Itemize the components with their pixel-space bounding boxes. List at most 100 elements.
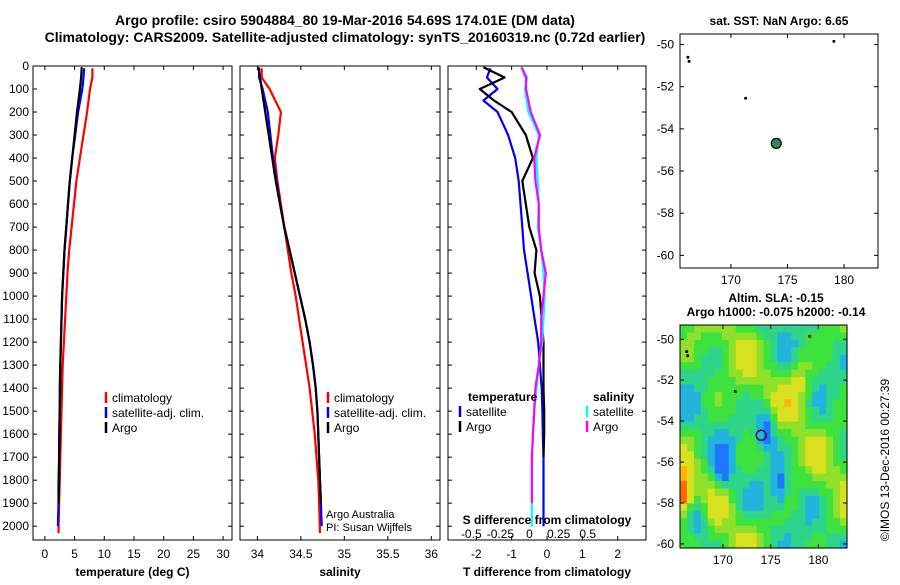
- heatmap-cell: [687, 325, 695, 333]
- legend-title: temperature: [468, 390, 538, 404]
- heatmap-cell: [805, 421, 813, 430]
- heatmap-cell: [812, 473, 820, 482]
- heatmap-cell: [742, 458, 751, 467]
- argo-position-marker: [770, 137, 782, 150]
- heatmap-cell: [728, 399, 737, 408]
- heatmap-cell: [791, 488, 799, 497]
- heatmap-cell: [826, 503, 834, 512]
- heatmap-cell: [742, 451, 751, 460]
- heatmap-cell: [749, 458, 758, 467]
- heatmap-cell: [735, 429, 744, 438]
- heatmap-cell: [749, 406, 758, 415]
- heatmap-cell: [693, 503, 702, 512]
- series-climatology: [57, 68, 94, 534]
- heatmap-cell: [749, 473, 758, 482]
- heatmap-cell: [763, 369, 772, 378]
- heatmap-cell: [777, 362, 785, 371]
- heatmap-cell: [749, 384, 758, 393]
- heatmap-cell: [777, 436, 785, 445]
- heatmap-cell: [756, 377, 765, 385]
- heatmap-cell: [714, 429, 723, 438]
- heatmap-cell: [721, 384, 730, 393]
- heatmap-cell: [840, 436, 848, 445]
- heatmap-cell: [735, 339, 744, 348]
- heatmap-cell: [693, 429, 702, 438]
- heatmap-cell: [826, 369, 834, 378]
- difference-axes-frame: [447, 65, 647, 541]
- y-tick-label: -50: [657, 38, 675, 52]
- heatmap-cell: [784, 377, 792, 385]
- heatmap-cell: [812, 421, 820, 430]
- sst-map-frame: [679, 33, 879, 269]
- heatmap-cell: [728, 458, 737, 467]
- heatmap-cell: [707, 503, 716, 512]
- heatmap-cell: [714, 525, 723, 534]
- annotation-line: PI: Susan Wijffels: [326, 522, 412, 534]
- heatmap-cell: [819, 421, 827, 430]
- heatmap-cell: [700, 384, 709, 393]
- heatmap-cell: [707, 384, 716, 393]
- heatmap-cell: [707, 414, 716, 423]
- heatmap-cell: [840, 421, 848, 430]
- heatmap-cell: [749, 325, 758, 333]
- heatmap-cell: [833, 421, 841, 430]
- heatmap-cell: [826, 332, 834, 341]
- heatmap-cell: [735, 503, 744, 512]
- heatmap-cell: [735, 362, 744, 371]
- heatmap-cell: [693, 369, 702, 378]
- heatmap-cell: [791, 377, 799, 385]
- heatmap-cell: [749, 496, 758, 504]
- heatmap-cell: [693, 421, 702, 430]
- heatmap-cell: [763, 443, 772, 452]
- heatmap-cell: [812, 488, 820, 497]
- heatmap-cell: [687, 510, 695, 519]
- heatmap-cell: [680, 406, 688, 415]
- heatmap-cell: [770, 481, 779, 490]
- heatmap-cell: [840, 399, 848, 408]
- heatmap-cell: [680, 429, 688, 438]
- heatmap-cell: [742, 339, 751, 348]
- heatmap-cell: [791, 503, 799, 512]
- y-tick-label: 100: [9, 82, 29, 96]
- heatmap-cell: [819, 466, 827, 475]
- heatmap-cell: [721, 473, 730, 482]
- heatmap-cell: [798, 325, 806, 333]
- secondary-tick-label: 0: [526, 527, 533, 541]
- heatmap-cell: [721, 540, 730, 549]
- heatmap-cell: [798, 540, 806, 549]
- y-tick-label: 1400: [2, 381, 29, 395]
- heatmap-cell: [735, 518, 744, 527]
- heatmap-cell: [791, 332, 799, 341]
- heatmap-cell: [721, 466, 730, 475]
- heatmap-cell: [680, 421, 688, 430]
- heatmap-cell: [687, 540, 695, 549]
- heatmap-cell: [680, 325, 688, 333]
- heatmap-cell: [749, 369, 758, 378]
- heatmap-cell: [680, 540, 688, 549]
- heatmap-cell: [735, 466, 744, 475]
- heatmap-cell: [700, 518, 709, 527]
- heatmap-cell: [798, 473, 806, 482]
- y-tick-label: -50: [657, 332, 675, 346]
- heatmap-cell: [812, 518, 820, 527]
- heatmap-cell: [728, 406, 737, 415]
- heatmap-cell: [791, 399, 799, 408]
- heatmap-cell: [693, 347, 702, 356]
- x-tick-label: 170: [713, 553, 733, 567]
- heatmap-cell: [784, 458, 792, 467]
- heatmap-cell: [826, 391, 834, 400]
- heatmap-cell: [777, 451, 785, 460]
- heatmap-cell: [819, 354, 827, 363]
- heatmap-cell: [707, 436, 716, 445]
- heatmap-cell: [777, 347, 785, 356]
- heatmap-cell: [714, 496, 723, 504]
- heatmap-cell: [826, 325, 834, 333]
- heatmap-cell: [687, 525, 695, 534]
- heatmap-cell: [742, 540, 751, 549]
- heatmap-cell: [805, 525, 813, 534]
- y-tick-label: -58: [657, 496, 675, 510]
- heatmap-cell: [693, 458, 702, 467]
- heatmap-cell: [680, 436, 688, 445]
- heatmap-cell: [687, 384, 695, 393]
